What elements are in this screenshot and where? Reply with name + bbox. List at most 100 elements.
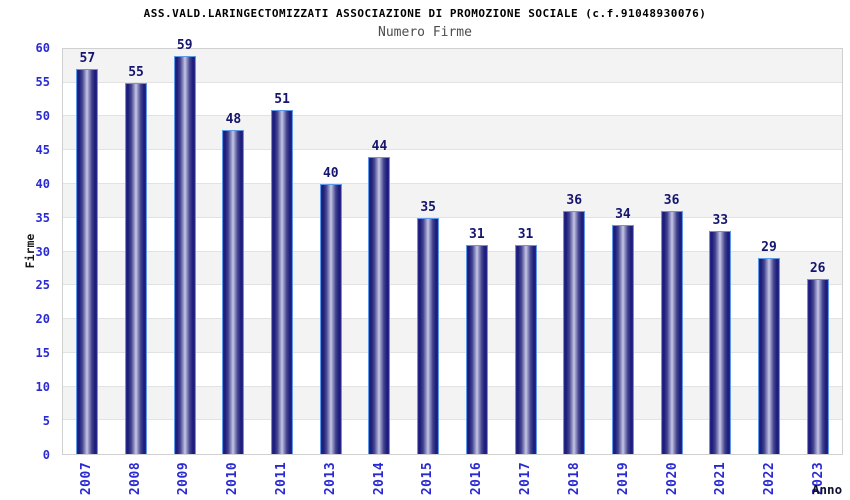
- x-axis-labels: 2007 2008 2009 2010 2011 2013 2014 2015 2016 2017…: [62, 457, 843, 499]
- x-tick-label: 2015: [420, 461, 436, 495]
- bar-2021: [709, 231, 732, 454]
- x-tick-label: 2020: [664, 461, 680, 495]
- bar-slot: 33: [696, 49, 745, 454]
- x-label-slot: 2018: [550, 457, 599, 499]
- x-label-slot: 2009: [160, 457, 209, 499]
- bar-value-label: 26: [809, 260, 826, 276]
- chart-subtitle: Numero Firme: [378, 25, 472, 40]
- bar-2020: [660, 211, 683, 454]
- y-tick-label: 25: [35, 278, 50, 293]
- x-tick-label: 2017: [518, 461, 534, 495]
- y-tick-label: 15: [35, 346, 50, 361]
- bar-slot: 29: [745, 49, 794, 454]
- y-tick-label: 20: [35, 312, 50, 327]
- y-axis-title: Firme: [23, 233, 37, 269]
- bar-slot: 48: [209, 49, 258, 454]
- bar-2019: [611, 224, 634, 454]
- bar-value-label: 35: [420, 199, 436, 215]
- y-tick-label: 0: [42, 448, 50, 462]
- bar-value-label: 44: [371, 139, 388, 154]
- y-tick-label: 40: [35, 176, 50, 191]
- bar-2017: [514, 244, 537, 454]
- x-tick-label: 2008: [127, 461, 143, 495]
- bar-slot: 57: [63, 49, 112, 454]
- x-label-slot: 2021: [697, 457, 746, 499]
- bar-value-label: 31: [517, 226, 534, 242]
- bar-2010: [222, 130, 245, 454]
- bars-layer: 57 55 59 48 51 40 44 35 31 31 36 34 36 33 29 26: [63, 39, 842, 454]
- bar-value-label: 31: [469, 226, 485, 242]
- bar-2011: [271, 109, 294, 454]
- bar-value-label: 34: [615, 206, 631, 222]
- bar-2008: [125, 82, 148, 454]
- x-tick-label: 2018: [567, 461, 583, 495]
- bar-value-label: 51: [274, 91, 290, 107]
- bar-value-label: 59: [176, 37, 193, 53]
- x-label-slot: 2016: [453, 457, 502, 499]
- bar-slot: 35: [404, 49, 453, 454]
- x-tick-label: 2014: [371, 461, 387, 495]
- bar-slot: 55: [112, 49, 161, 454]
- x-tick-label: 2016: [469, 461, 485, 495]
- x-axis-title: Anno: [812, 482, 843, 497]
- bar-slot: 59: [160, 39, 209, 454]
- y-tick-label: 45: [35, 142, 50, 157]
- bar-value-label: 29: [761, 240, 777, 256]
- bar-slot: 44: [355, 49, 404, 454]
- bar-slot: 36: [647, 49, 696, 454]
- x-tick-label: 2010: [225, 461, 241, 495]
- x-label-slot: 2010: [208, 457, 257, 499]
- x-label-slot: 2019: [599, 457, 648, 499]
- y-axis-ticks: 0 5 10 15 20 25 30 35 40 45 50 55 60: [0, 42, 50, 461]
- x-tick-label: 2009: [176, 461, 192, 495]
- x-tick-label: 2019: [615, 461, 631, 495]
- bar-value-label: 36: [663, 193, 680, 208]
- bar-2015: [417, 217, 440, 454]
- bar-value-label: 36: [566, 193, 583, 208]
- x-label-slot: 2022: [745, 457, 794, 499]
- bar-slot: 40: [306, 49, 355, 454]
- y-tick-label: 50: [35, 108, 50, 123]
- x-tick-label: 2021: [713, 461, 729, 495]
- x-label-slot: 2013: [306, 457, 355, 499]
- y-tick-label: 5: [42, 414, 50, 429]
- bar-slot: 26: [793, 49, 842, 454]
- bar-2007: [76, 69, 99, 454]
- y-tick-label: 60: [35, 41, 50, 55]
- bar-slot: 31: [501, 49, 550, 454]
- bar-slot: 34: [599, 49, 648, 454]
- bar-2009: [173, 55, 196, 454]
- x-label-slot: 2014: [355, 457, 404, 499]
- x-label-slot: 2008: [111, 457, 160, 499]
- bar-value-label: 55: [128, 64, 144, 80]
- y-tick-label: 35: [35, 210, 50, 225]
- plot-area: 57 55 59 48 51 40 44 35 31 31 36 34 36 33 29 26: [62, 39, 843, 455]
- bar-2013: [319, 184, 342, 454]
- bar-slot: 36: [550, 49, 599, 454]
- y-tick-label: 10: [35, 380, 50, 395]
- bar-2018: [563, 211, 586, 454]
- x-tick-label: 2011: [274, 461, 290, 495]
- bar-value-label: 57: [79, 51, 96, 67]
- y-tick-label: 30: [35, 244, 50, 259]
- y-tick-label: 55: [35, 74, 50, 89]
- x-label-slot: 2017: [501, 457, 550, 499]
- x-tick-label: 2022: [762, 461, 778, 495]
- bar-value-label: 48: [225, 112, 242, 127]
- x-label-slot: 2020: [648, 457, 697, 499]
- bar-2022: [757, 258, 780, 454]
- bar-2023: [806, 278, 829, 454]
- x-tick-label: 2007: [78, 461, 94, 495]
- bar-value-label: 33: [712, 213, 729, 229]
- bar-slot: 51: [258, 49, 307, 454]
- bar-2016: [465, 244, 488, 454]
- chart-title: ASS.VALD.LARINGECTOMIZZATI ASSOCIAZIONE …: [143, 7, 707, 20]
- bar-slot: 31: [453, 49, 502, 454]
- bar-2014: [368, 157, 391, 454]
- x-label-slot: 2015: [404, 457, 453, 499]
- x-label-slot: 2007: [62, 457, 111, 499]
- x-tick-label: 2013: [322, 461, 338, 495]
- bar-value-label: 40: [322, 166, 339, 182]
- x-label-slot: 2011: [257, 457, 306, 499]
